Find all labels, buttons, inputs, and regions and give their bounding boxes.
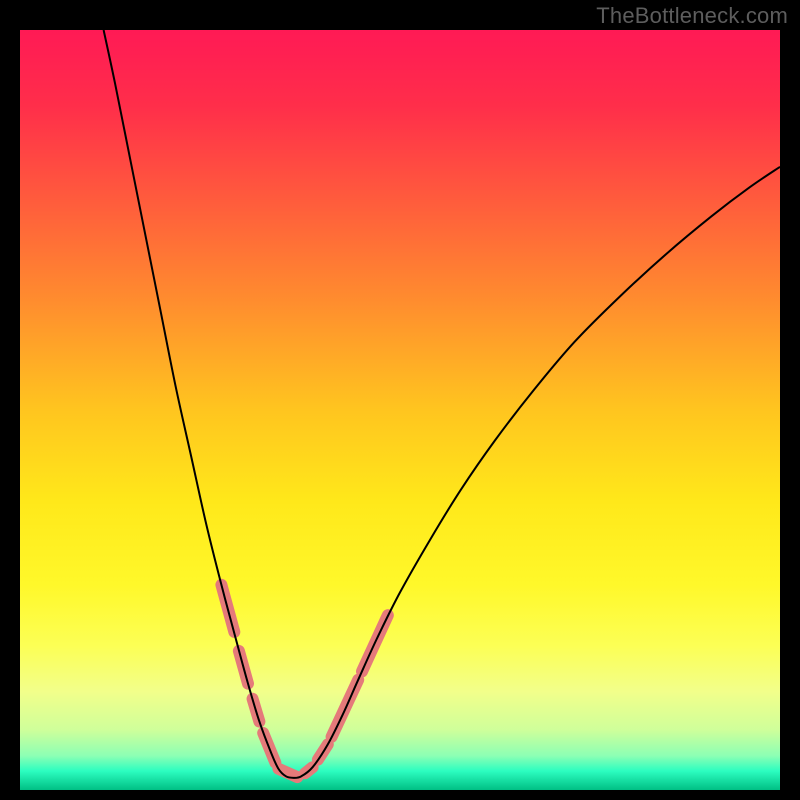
watermark-text: TheBottleneck.com [596, 3, 788, 29]
bottleneck-chart [0, 0, 800, 800]
plot-background [20, 30, 780, 790]
stage: TheBottleneck.com [0, 0, 800, 800]
